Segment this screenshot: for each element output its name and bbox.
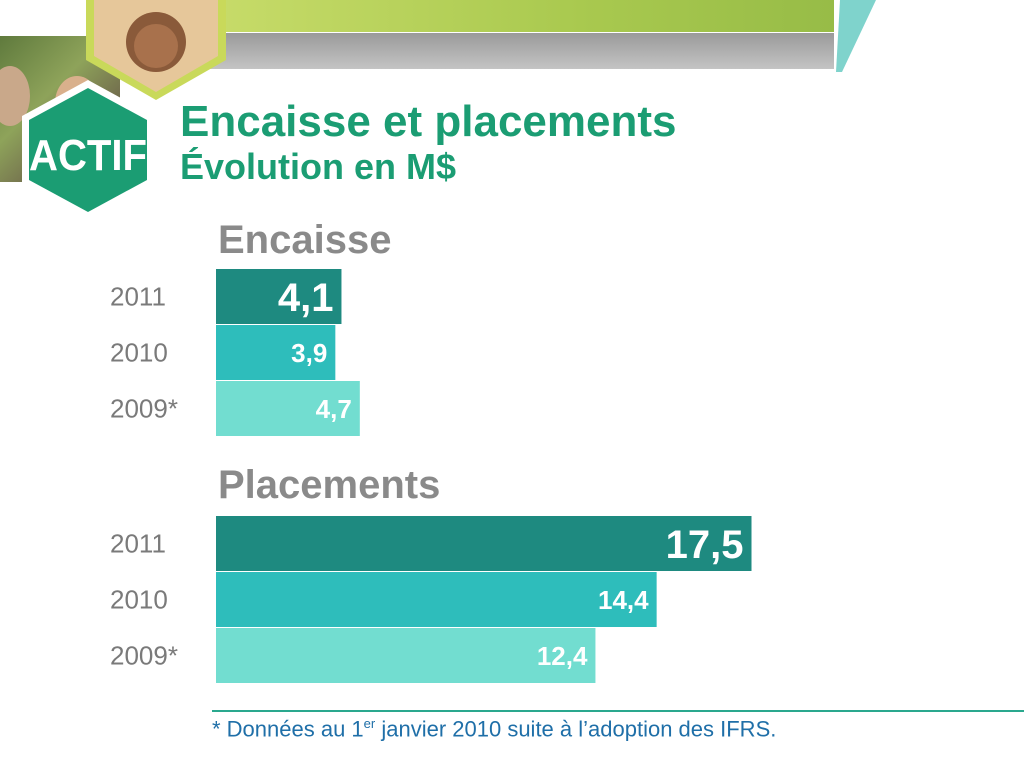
year-label: 2011 — [110, 282, 166, 312]
bar-value-label: 4,7 — [316, 394, 352, 424]
bar-placements-2009 — [216, 628, 596, 683]
header-banner-teal — [836, 0, 876, 72]
portrait-hexagon — [86, 0, 226, 100]
footnote-divider — [212, 710, 1024, 712]
section-title-placements: Placements — [218, 463, 441, 507]
year-label: 2009* — [110, 394, 178, 424]
year-label: 2010 — [110, 338, 168, 368]
bar-encaisse-2010 — [216, 325, 336, 380]
footnote: * Données au 1er janvier 2010 suite à l’… — [212, 716, 776, 742]
bar-placements-2011 — [216, 516, 752, 571]
footnote-prefix: * Données au 1 — [212, 716, 364, 742]
bar-encaisse-2009 — [216, 381, 360, 436]
footnote-suffix: janvier 2010 suite à l’adoption des IFRS… — [375, 716, 777, 742]
year-label: 2011 — [110, 529, 166, 559]
bar-encaisse-2011 — [216, 269, 342, 324]
header-banner-gray — [200, 33, 834, 69]
bar-placements-2010 — [216, 572, 657, 627]
actif-logo: ACTIF — [22, 80, 154, 220]
bar-value-label: 3,9 — [291, 338, 327, 368]
header-banner-green — [200, 0, 834, 32]
logo-text: ACTIF — [29, 131, 147, 180]
bar-value-label: 4,1 — [278, 276, 334, 320]
bar-value-label: 14,4 — [598, 585, 649, 615]
footnote-superscript: er — [363, 716, 376, 731]
year-label: 2009* — [110, 641, 178, 671]
bar-value-label: 17,5 — [666, 523, 744, 567]
year-label: 2010 — [110, 585, 168, 615]
page-title: Encaisse et placements — [180, 97, 677, 146]
section-title-encaisse: Encaisse — [218, 218, 392, 262]
bar-value-label: 12,4 — [537, 641, 588, 671]
page-subtitle: Évolution en M$ — [180, 146, 457, 187]
